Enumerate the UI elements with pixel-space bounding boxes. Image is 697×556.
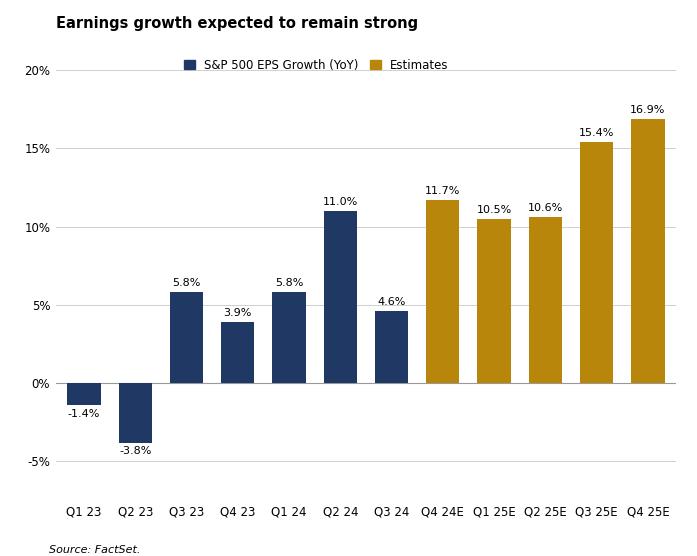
Bar bbox=[375, 311, 408, 383]
Text: 4.6%: 4.6% bbox=[377, 297, 406, 307]
Bar bbox=[273, 292, 306, 383]
Text: 10.6%: 10.6% bbox=[528, 203, 563, 214]
Legend: S&P 500 EPS Growth (YoY), Estimates: S&P 500 EPS Growth (YoY), Estimates bbox=[184, 59, 449, 72]
Text: 5.8%: 5.8% bbox=[275, 279, 303, 289]
Text: 5.8%: 5.8% bbox=[172, 279, 201, 289]
Bar bbox=[118, 383, 152, 443]
Bar bbox=[68, 383, 100, 405]
Text: Source: FactSet.: Source: FactSet. bbox=[49, 545, 140, 555]
Bar bbox=[631, 118, 664, 383]
Text: 11.7%: 11.7% bbox=[425, 186, 461, 196]
Text: 3.9%: 3.9% bbox=[224, 308, 252, 318]
Text: 15.4%: 15.4% bbox=[579, 128, 614, 138]
Text: -3.8%: -3.8% bbox=[119, 446, 151, 456]
Bar bbox=[221, 322, 254, 383]
Bar bbox=[323, 211, 357, 383]
Bar bbox=[170, 292, 203, 383]
Text: Earnings growth expected to remain strong: Earnings growth expected to remain stron… bbox=[56, 16, 418, 31]
Bar bbox=[426, 200, 459, 383]
Text: -1.4%: -1.4% bbox=[68, 409, 100, 419]
Text: 16.9%: 16.9% bbox=[630, 105, 666, 115]
Bar bbox=[477, 219, 511, 383]
Text: 11.0%: 11.0% bbox=[323, 197, 358, 207]
Text: 10.5%: 10.5% bbox=[477, 205, 512, 215]
Bar bbox=[580, 142, 613, 383]
Bar bbox=[529, 217, 562, 383]
